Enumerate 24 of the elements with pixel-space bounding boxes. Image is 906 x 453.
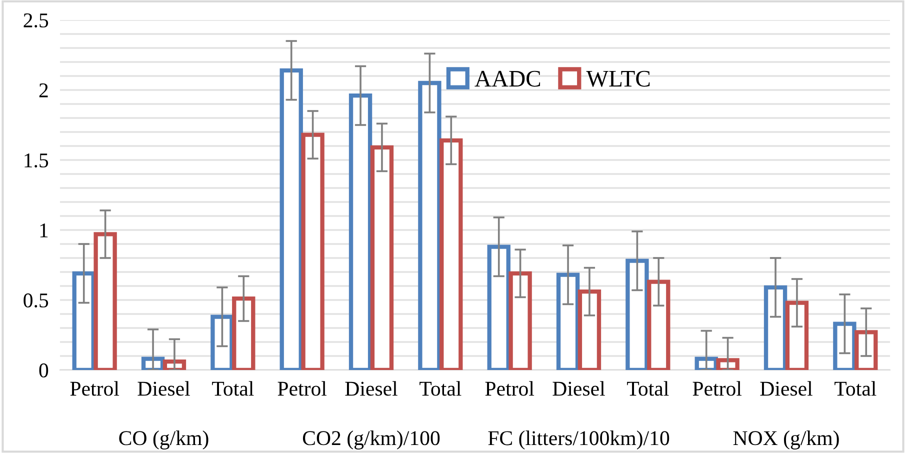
x-tick-label: Petrol	[278, 381, 327, 396]
y-tick-label: 0	[39, 363, 48, 378]
x-tick-label: Petrol	[485, 381, 534, 396]
x-tick-label: Total	[834, 381, 876, 396]
x-tick-label: Diesel	[345, 381, 398, 396]
x-tick-label: Petrol	[70, 381, 120, 396]
x-tick-label: Diesel	[138, 381, 190, 396]
text: FC (litters/100km)/10	[488, 430, 670, 450]
y-tick-label: 1.5	[24, 153, 48, 168]
text: CO2 (g/km)/100	[302, 430, 440, 450]
text: CO (g/km)	[119, 430, 208, 450]
legend-label: WLTC	[586, 70, 650, 87]
x-tick-label: Petrol	[692, 381, 742, 396]
y-tick-label: 2.5	[24, 13, 48, 28]
x-tick-label: Diesel	[760, 381, 812, 396]
x-tick-label: Total	[420, 381, 462, 396]
y-tick-label: 2	[39, 83, 48, 98]
legend-label: AADC	[474, 70, 540, 87]
x-tick-label: Diesel	[552, 381, 605, 396]
text: NOX (g/km)	[733, 430, 839, 450]
x-tick-label: Total	[212, 381, 254, 396]
y-tick-label: 0.5	[24, 293, 48, 308]
y-tick-label: 1	[40, 223, 48, 238]
x-tick-label: Total	[627, 381, 669, 396]
